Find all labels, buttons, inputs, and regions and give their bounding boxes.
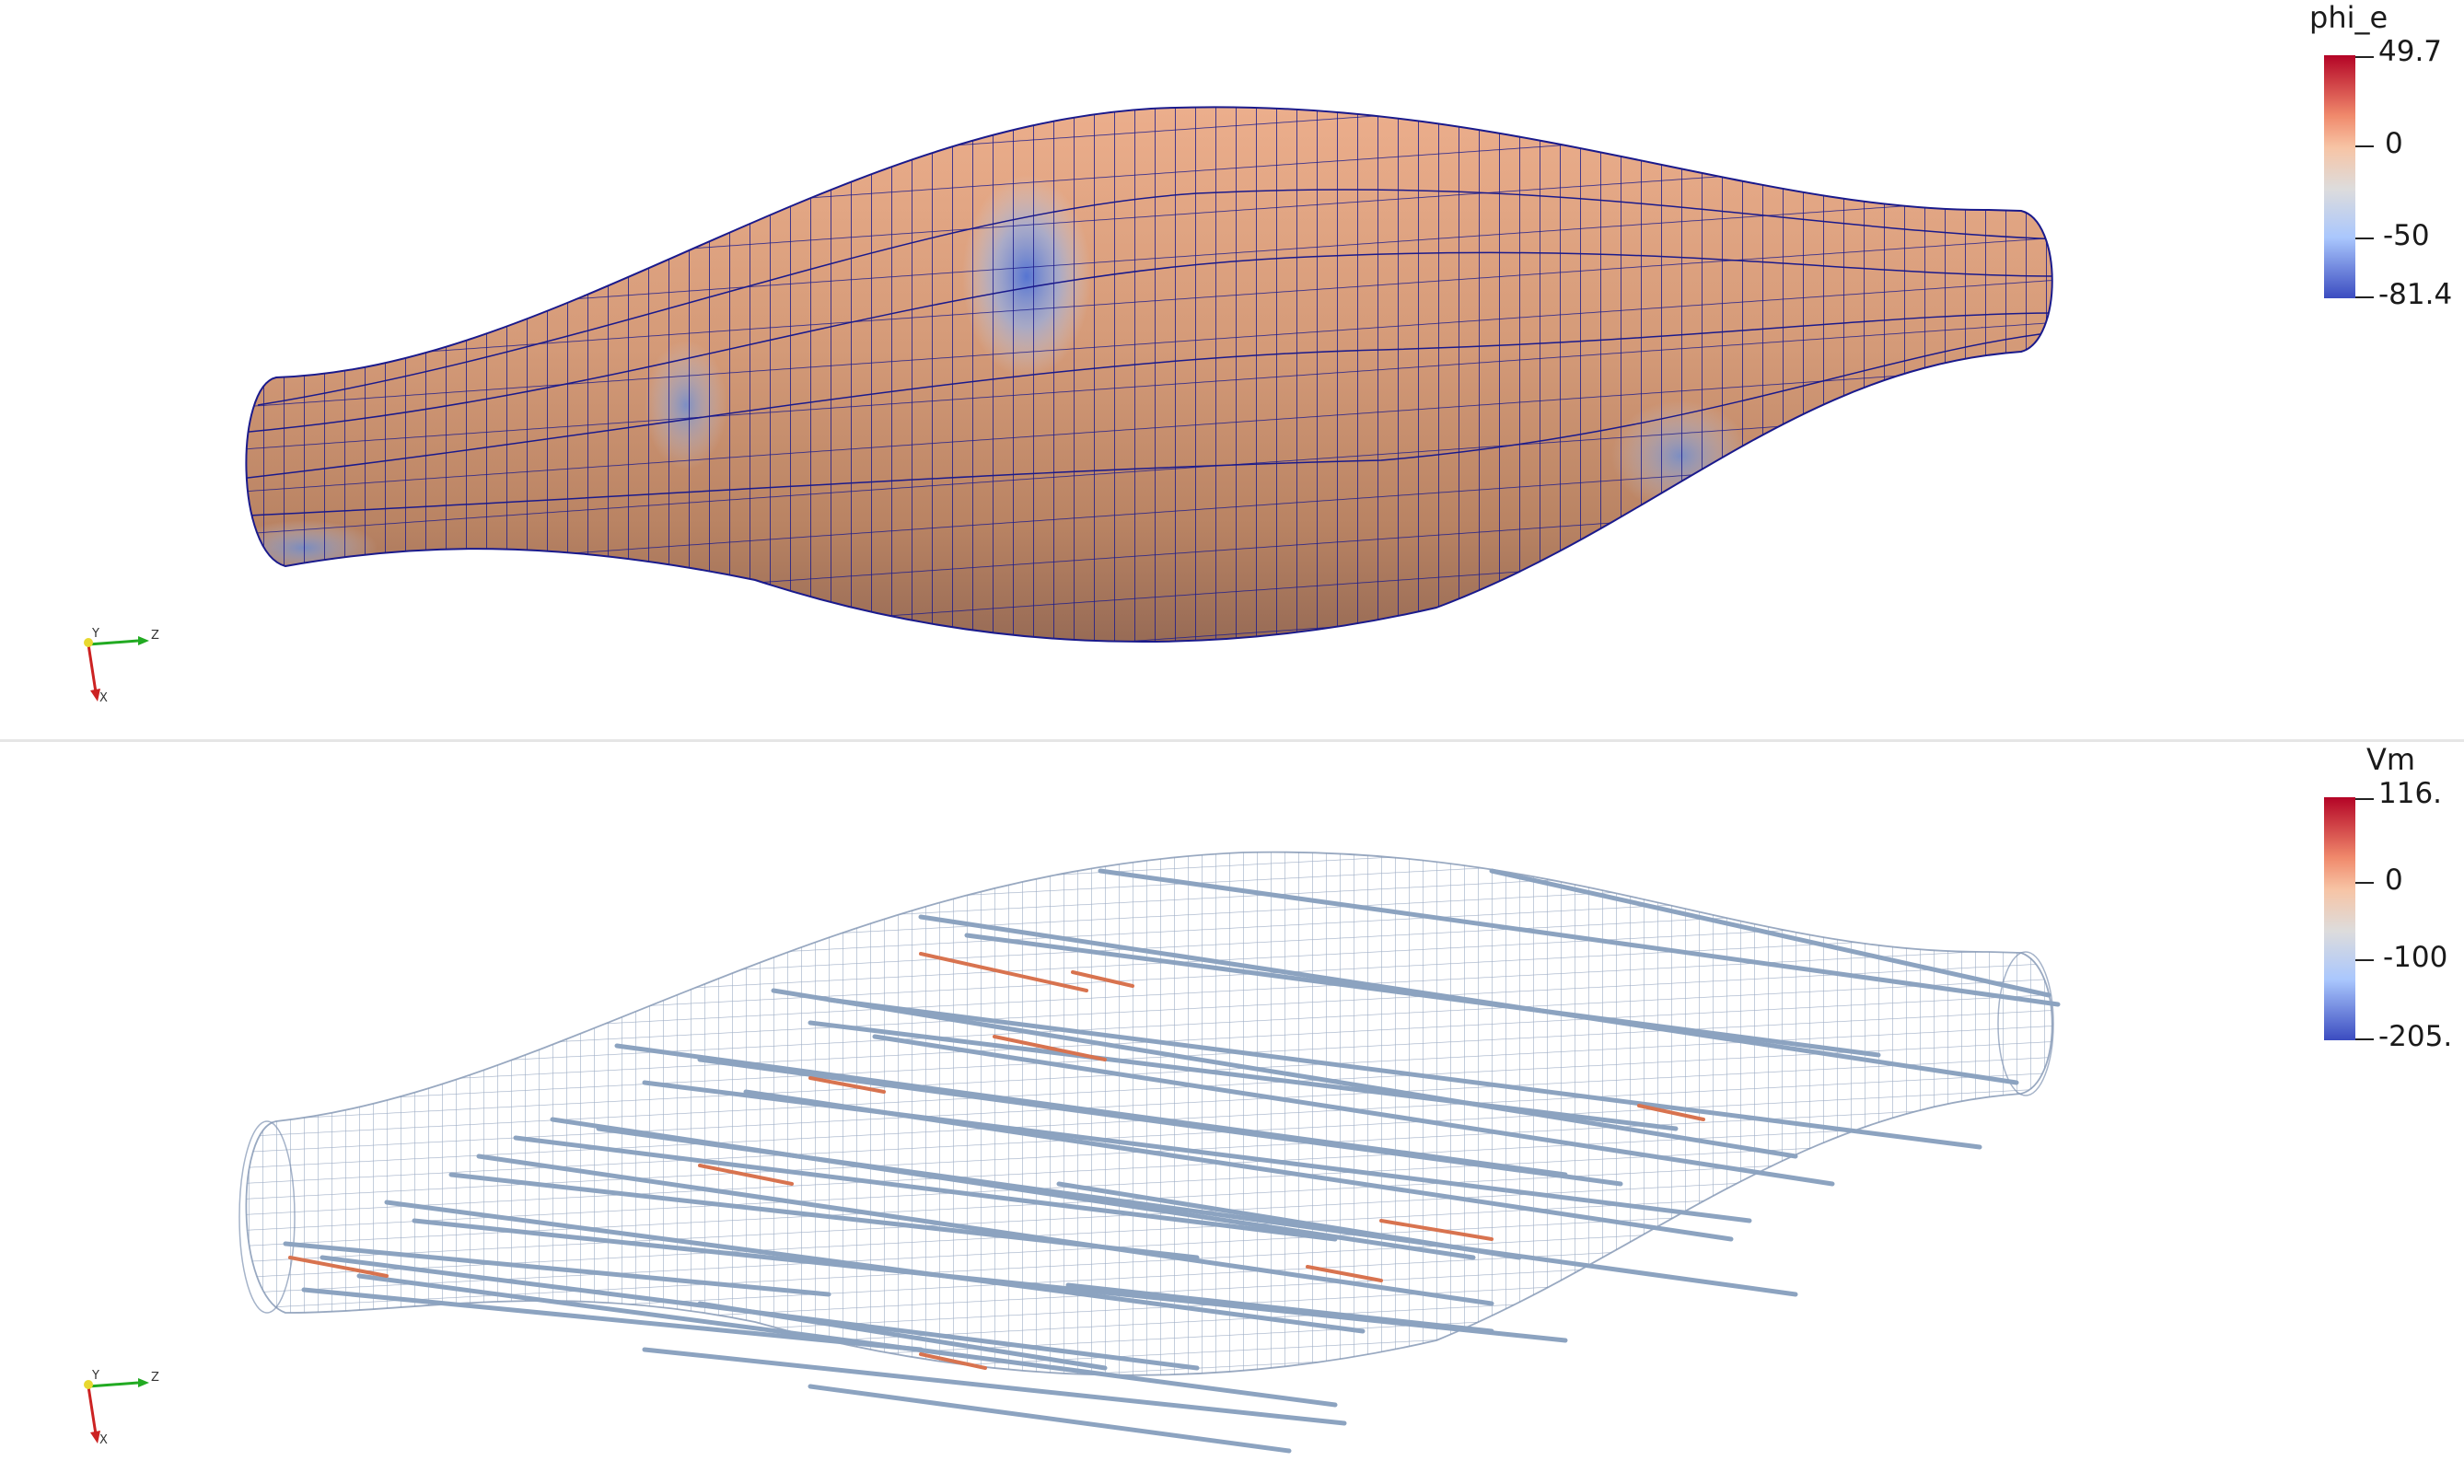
fiber-strand (964, 933, 1881, 1058)
active-fiber-segment (808, 1076, 886, 1094)
fiber-strand (697, 1301, 1108, 1371)
colorbar-title: phi_e (2309, 0, 2388, 35)
colorbar-min-label: -81.4 (2378, 278, 2453, 311)
phi-e-colorbar[interactable] (2324, 55, 2355, 298)
active-fiber-segment (1306, 1265, 1383, 1282)
colorbar-tick (2355, 1038, 2374, 1040)
colorbar-tick (2355, 959, 2374, 961)
fiber-strand (301, 1287, 924, 1352)
fiber-strand (808, 1020, 1679, 1131)
active-fiber-segment (1637, 1104, 1705, 1121)
colorbar-tick (2355, 882, 2374, 884)
colorbar-tick-label: 0 (2385, 864, 2403, 897)
axis-x-label: X (99, 1433, 108, 1447)
active-fiber-segment (698, 1164, 794, 1186)
axis-z-label: Z (151, 629, 159, 643)
fiber-strand (476, 1154, 1494, 1306)
muscle-surface-mesh[interactable] (0, 0, 2464, 740)
colorbar-tick-label: -50 (2383, 219, 2430, 252)
fiber-strand (1065, 1282, 1494, 1334)
orientation-axes-widget[interactable]: Y Z X (72, 1368, 182, 1451)
fiber-strand (1056, 1181, 1522, 1260)
axis-x-label: X (99, 691, 108, 705)
colorbar-tick (2355, 145, 2374, 147)
fiber-strand (826, 997, 1982, 1150)
colorbar-min-label: -205. (2378, 1020, 2453, 1053)
colorbar-tick (2355, 238, 2374, 239)
fiber-strand (1098, 868, 2061, 1007)
active-fiber-segment (1379, 1219, 1494, 1241)
view-splitter[interactable] (0, 739, 2464, 742)
fiber-strand (513, 1135, 1338, 1242)
colorbar-tick-label: 0 (2385, 127, 2403, 160)
colorbar-tick (2355, 798, 2374, 800)
axis-z-label: Z (151, 1371, 159, 1385)
colorbar-tick (2355, 296, 2374, 298)
active-fiber-segment (993, 1035, 1107, 1061)
fiber-strand (596, 1126, 1798, 1297)
axis-y-label: Y (91, 627, 99, 641)
active-fiber-segment (1071, 970, 1134, 988)
fiber-strand (283, 1241, 831, 1297)
fiber-strand (448, 1172, 1200, 1260)
active-fiber-segment (288, 1256, 389, 1278)
colorbar-tick-label: -100 (2383, 941, 2448, 974)
fiber-strand (872, 1034, 1835, 1187)
colorbar-max-label: 49.7 (2378, 35, 2443, 68)
fiber-group (283, 868, 2061, 1454)
active-fiber-segment (919, 952, 1088, 992)
colorbar-tick (2355, 56, 2374, 58)
active-fiber-segment (919, 1352, 987, 1370)
orientation-axes-widget[interactable]: Y Z X (72, 626, 182, 709)
bottom-render-view[interactable]: Y Z X Vm 116. 0 -100 -205. (0, 742, 2464, 1484)
colorbar-title: Vm (2366, 742, 2416, 777)
vm-colorbar[interactable] (2324, 797, 2355, 1040)
fiber-strand (642, 1347, 1347, 1426)
muscle-fiber-wireframe[interactable] (0, 742, 2464, 1484)
top-render-view[interactable]: Y Z X phi_e 49.7 0 -50 -81.4 (0, 0, 2464, 740)
fiber-strand (1489, 868, 2051, 998)
colorbar-max-label: 116. (2378, 777, 2443, 810)
fiber-strand (743, 1089, 1734, 1242)
fiber-strand (808, 1384, 1292, 1454)
fiber-strand (771, 988, 1798, 1159)
axis-y-label: Y (91, 1369, 99, 1383)
fiber-strand (697, 1057, 1623, 1187)
